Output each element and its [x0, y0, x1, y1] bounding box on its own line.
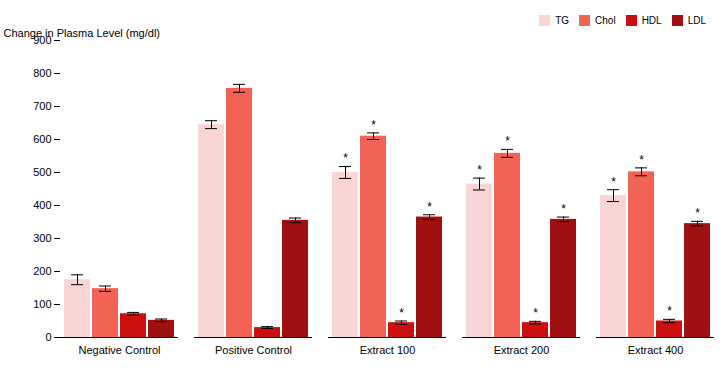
svg-text:Positive Control: Positive Control [215, 344, 292, 356]
svg-text:Negative Control: Negative Control [79, 344, 161, 356]
svg-text:*: * [667, 304, 672, 318]
html-text:HDL: HDL [641, 15, 662, 26]
svg-text:0: 0 [45, 331, 51, 343]
svg-text:400: 400 [33, 199, 51, 211]
svg-text:*: * [343, 151, 348, 165]
html-text:TG: TG [555, 15, 569, 26]
svg-text:*: * [477, 163, 482, 177]
svg-text:*: * [639, 153, 644, 167]
svg-text:900: 900 [33, 34, 52, 46]
html-text:Chol: Chol [595, 15, 616, 26]
svg-text:500: 500 [33, 166, 51, 178]
svg-text:700: 700 [33, 100, 51, 112]
svg-text:100: 100 [33, 298, 51, 310]
svg-text:*: * [561, 202, 566, 216]
svg-text:*: * [533, 306, 538, 320]
svg-text:600: 600 [33, 133, 51, 145]
svg-text:*: * [399, 306, 404, 320]
svg-text:*: * [611, 175, 616, 189]
svg-text:*: * [427, 200, 432, 214]
svg-text:*: * [505, 134, 510, 148]
svg-text:Change in Plasma Level (mg/dl): Change in Plasma Level (mg/dl) [4, 27, 161, 39]
html-text:LDL: LDL [687, 15, 706, 26]
svg-text:Extract 100: Extract 100 [360, 344, 416, 356]
svg-text:*: * [695, 206, 700, 220]
svg-text:*: * [371, 118, 376, 132]
svg-text:800: 800 [33, 67, 51, 79]
svg-text:300: 300 [33, 232, 51, 244]
svg-text:Extract 200: Extract 200 [494, 344, 550, 356]
svg-text:Extract 400: Extract 400 [628, 344, 684, 356]
svg-text:200: 200 [33, 265, 51, 277]
